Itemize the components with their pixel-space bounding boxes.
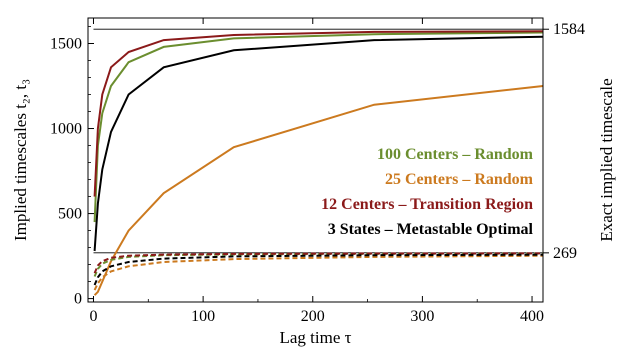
legend: 100 Centers – Random 25 Centers – Random…: [321, 146, 534, 238]
series-line-1: [93, 85, 544, 296]
legend-entry-25-centers: 25 Centers – Random: [385, 171, 534, 188]
y-axis-title: Implied timescales t₂, t₃: [11, 79, 30, 241]
reference-lines: [93, 28, 543, 254]
series-line-0: [93, 31, 544, 223]
right-tick-label-1584: 1584: [553, 21, 585, 38]
plot-frame: [87, 17, 544, 303]
series-line-5: [93, 254, 544, 291]
y-axis: 0 500 1000 1500: [50, 26, 94, 308]
x-tick-label-200: 200: [301, 308, 325, 325]
series-line-3: [93, 35, 544, 252]
x-tick-label-400: 400: [520, 308, 544, 325]
right-axis-title: Exact implied timescale: [597, 78, 616, 241]
right-tick-label-269: 269: [553, 245, 577, 262]
x-axis: 0 100 200 300 400: [89, 18, 544, 325]
x-tick-label-100: 100: [191, 308, 215, 325]
series-line-2: [93, 30, 544, 197]
y-tick-label-1000: 1000: [50, 121, 82, 138]
x-tick-label-0: 0: [89, 308, 97, 325]
legend-entry-100-centers: 100 Centers – Random: [377, 146, 534, 163]
series-line-6: [93, 252, 544, 274]
legend-entry-12-centers: 12 Centers – Transition Region: [321, 196, 533, 213]
x-tick-label-300: 300: [410, 308, 434, 325]
series-layer: [93, 30, 544, 296]
y-tick-label-0: 0: [74, 291, 82, 308]
series-line-7: [93, 253, 544, 286]
y-tick-label-1500: 1500: [50, 36, 82, 53]
y-tick-label-500: 500: [58, 206, 82, 223]
x-axis-title: Lag time τ: [280, 328, 352, 347]
legend-entry-3-states: 3 States – Metastable Optimal: [328, 221, 534, 238]
right-axis-labels: 1584 269: [543, 21, 585, 262]
